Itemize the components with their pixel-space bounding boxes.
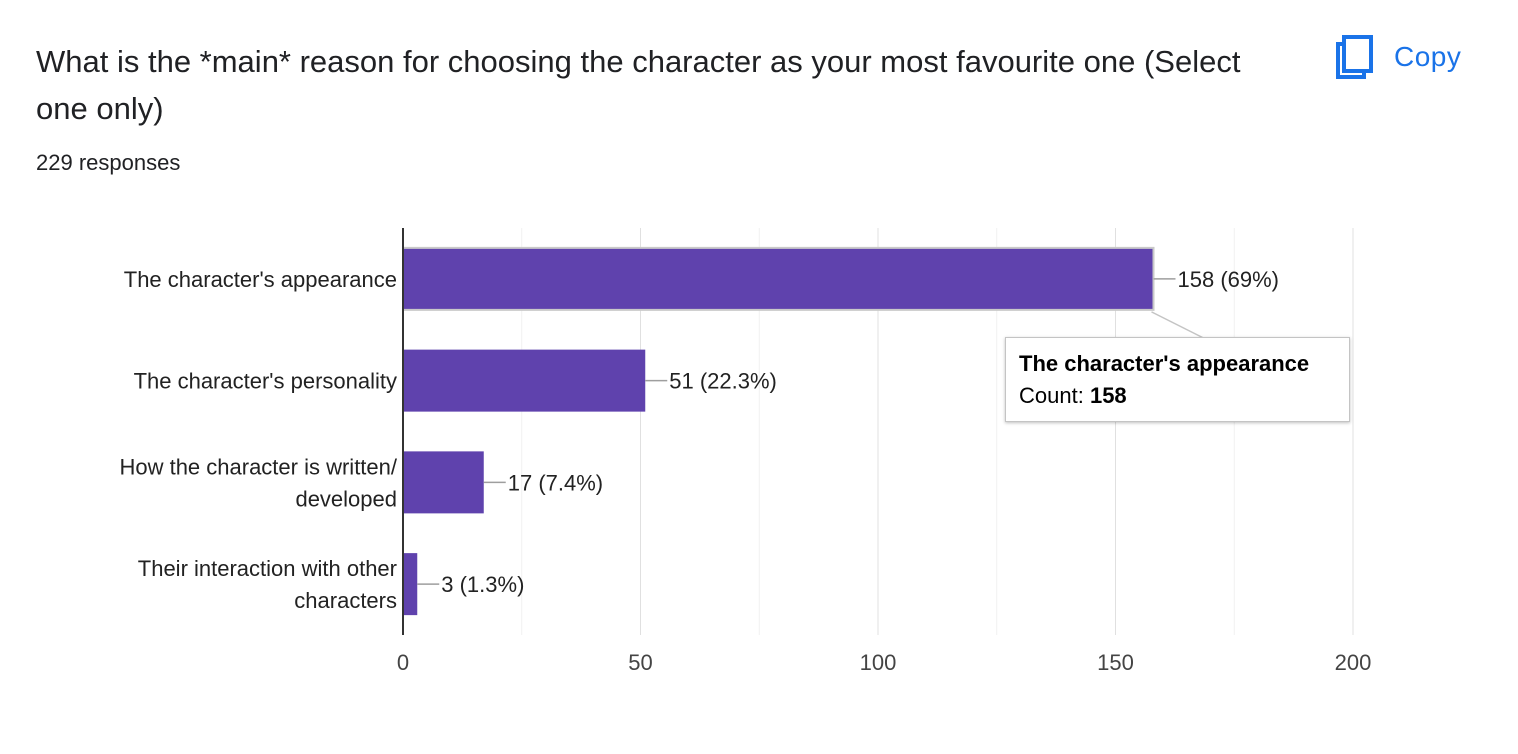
- bar[interactable]: [403, 451, 484, 514]
- copy-label: Copy: [1394, 41, 1462, 72]
- value-label: 158 (69%): [1178, 267, 1280, 292]
- x-tick-label: 100: [860, 650, 897, 675]
- value-label: 3 (1.3%): [441, 572, 524, 597]
- responses-count: 229 responses: [36, 150, 181, 175]
- category-label: Their interaction with other characters: [138, 556, 397, 613]
- tooltip-count-label: Count:: [1019, 383, 1084, 408]
- x-tick-label: 50: [628, 650, 652, 675]
- category-label-line: The character's personality: [134, 369, 397, 394]
- category-label: How the character is written/developed: [119, 454, 397, 511]
- category-label: The character's personality: [134, 369, 397, 394]
- tooltip-pointer: [1151, 311, 1204, 338]
- tooltip-count: Count: 158: [1019, 380, 1336, 412]
- x-tick-label: 150: [1097, 650, 1134, 675]
- value-label: 17 (7.4%): [508, 470, 603, 495]
- copy-icon: [1334, 34, 1376, 80]
- category-label-line: How the character is written/: [119, 454, 397, 479]
- bar[interactable]: [403, 349, 646, 412]
- category-label-line: Their interaction with other: [138, 556, 397, 581]
- category-label-line: The character's appearance: [124, 267, 397, 292]
- value-label: 51 (22.3%): [669, 369, 777, 394]
- question-title: What is the *main* reason for choosing t…: [36, 44, 1241, 126]
- x-tick-label: 200: [1335, 650, 1372, 675]
- category-label-line: developed: [295, 486, 397, 511]
- copy-button[interactable]: Copy: [1334, 32, 1461, 82]
- tooltip-pointer-edge: [1151, 311, 1204, 339]
- bar[interactable]: [402, 246, 1155, 311]
- x-tick-label: 0: [397, 650, 409, 675]
- bar[interactable]: [403, 553, 418, 616]
- category-label-line: characters: [294, 588, 397, 613]
- tooltip-count-value: 158: [1089, 383, 1127, 408]
- category-label: The character's appearance: [124, 267, 397, 292]
- tooltip-title: The character's appearance: [1019, 351, 1310, 376]
- chart-tooltip: The character's appearance Count: 158: [1005, 337, 1350, 422]
